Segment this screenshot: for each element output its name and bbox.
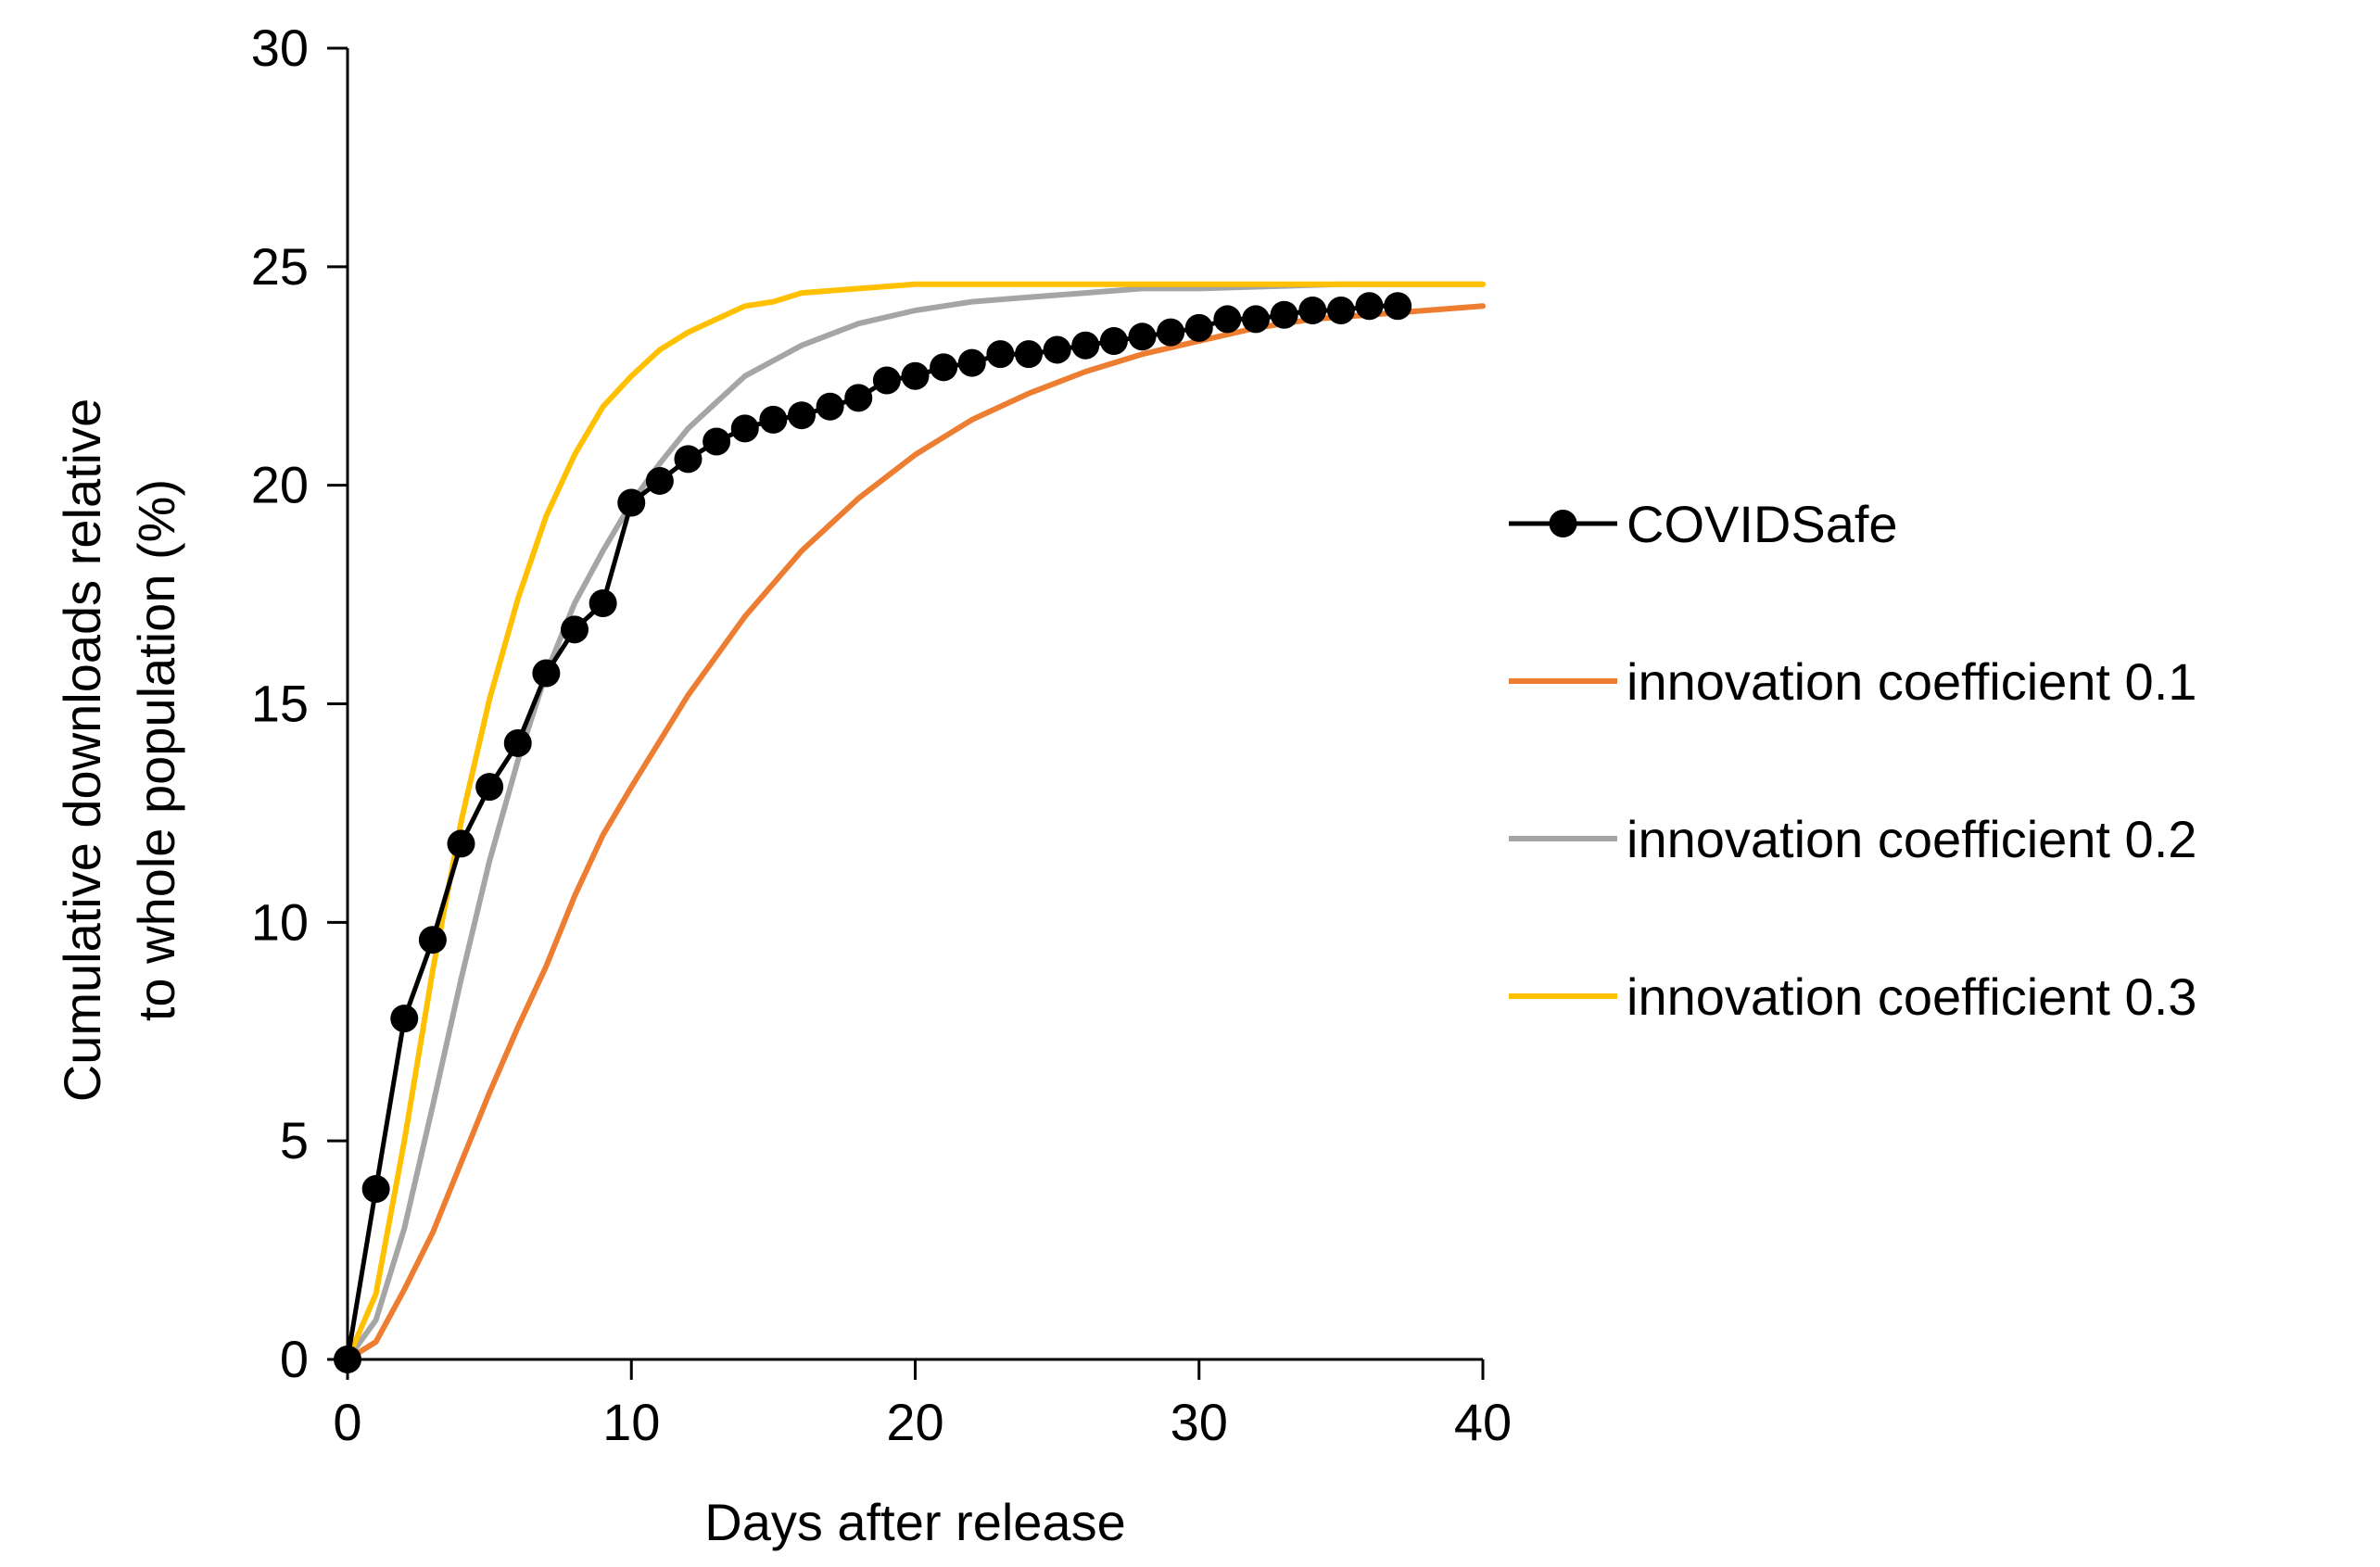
data-point (1242, 305, 1270, 334)
axes-layer: 0 5 10 15 20 25 30 0 10 20 30 40 (251, 19, 1512, 1451)
y-ticks: 0 5 10 15 20 25 30 (251, 19, 348, 1388)
x-tick-label: 30 (1171, 1393, 1228, 1451)
data-point (503, 728, 532, 757)
x-tick-label: 10 (602, 1393, 660, 1451)
data-point (1326, 297, 1355, 324)
series-innovation-coefficient-0-2 (345, 281, 1486, 1362)
data-point (1184, 313, 1213, 342)
data-point (674, 445, 703, 474)
data-point (703, 427, 731, 456)
data-point (816, 392, 844, 421)
data-point (788, 401, 816, 430)
legend-item-covidsafe: COVIDSafe (1509, 495, 1898, 553)
data-point (957, 348, 986, 377)
data-point (1298, 297, 1327, 324)
legend-label: innovation coefficient 0.1 (1627, 652, 2196, 711)
data-point (1384, 292, 1412, 321)
data-point (1099, 327, 1128, 356)
y-tick-label: 5 (280, 1111, 309, 1169)
data-point (617, 488, 646, 517)
y-axis-title-line-2: to whole population (%) (127, 479, 185, 1021)
data-point (730, 414, 759, 443)
y-tick-label: 30 (251, 19, 309, 77)
data-point (759, 405, 788, 434)
legend-item-innovation-coefficient-0-2: innovation coefficient 0.2 (1509, 810, 2196, 868)
legend-item-innovation-coefficient-0-1: innovation coefficient 0.1 (1509, 652, 2196, 711)
legend-label: innovation coefficient 0.2 (1627, 810, 2196, 868)
data-point (1157, 318, 1185, 347)
x-tick-label: 20 (886, 1393, 943, 1451)
y-tick-label: 15 (251, 675, 309, 733)
legend-label: COVIDSafe (1627, 495, 1898, 553)
x-tick-label: 40 (1454, 1393, 1512, 1451)
data-point (561, 615, 589, 644)
y-axis-title: Cumulative downloads relative to whole p… (53, 398, 185, 1103)
data-point (1213, 305, 1242, 334)
legend: COVIDSafe innovation coefficient 0.1 innov… (1509, 495, 2196, 1026)
legend-label: innovation coefficient 0.3 (1627, 967, 2196, 1026)
series-layer (334, 281, 1486, 1373)
y-tick-label: 10 (251, 892, 309, 951)
data-point (872, 366, 901, 395)
x-ticks: 0 10 20 30 40 (333, 1359, 1512, 1451)
data-point (361, 1175, 390, 1204)
y-tick-label: 20 (251, 456, 309, 514)
y-tick-label: 0 (280, 1330, 309, 1388)
x-tick-label: 0 (333, 1393, 361, 1451)
y-tick-label: 25 (251, 237, 309, 296)
series-line-innovation-coefficient-0-2 (345, 281, 1486, 1362)
series-innovation-coefficient-0-1 (345, 303, 1486, 1362)
data-point (986, 340, 1015, 369)
data-point (475, 773, 504, 802)
data-point (589, 589, 617, 618)
data-point (1128, 322, 1157, 351)
data-point (1015, 340, 1043, 369)
x-axis-title: Days after release (704, 1493, 1125, 1551)
data-point (1270, 300, 1298, 329)
data-point (532, 659, 561, 688)
data-point (844, 384, 873, 412)
series-line-innovation-coefficient-0-3 (345, 281, 1486, 1362)
series-line-covidsafe (345, 303, 1400, 1362)
series-line-innovation-coefficient-0-1 (345, 303, 1486, 1362)
data-point (901, 361, 930, 390)
data-point (390, 1005, 419, 1033)
data-point (418, 926, 447, 954)
data-point (930, 353, 958, 382)
data-point (447, 829, 475, 858)
data-point (1043, 335, 1071, 364)
series-covidsafe (334, 292, 1412, 1373)
data-point (645, 466, 674, 495)
legend-item-innovation-coefficient-0-3: innovation coefficient 0.3 (1509, 967, 2196, 1026)
legend-marker (1549, 510, 1577, 537)
y-axis-title-line-1: Cumulative downloads relative (53, 398, 111, 1103)
data-point (1071, 331, 1100, 360)
data-point (1355, 292, 1384, 321)
series-innovation-coefficient-0-3 (345, 281, 1486, 1362)
